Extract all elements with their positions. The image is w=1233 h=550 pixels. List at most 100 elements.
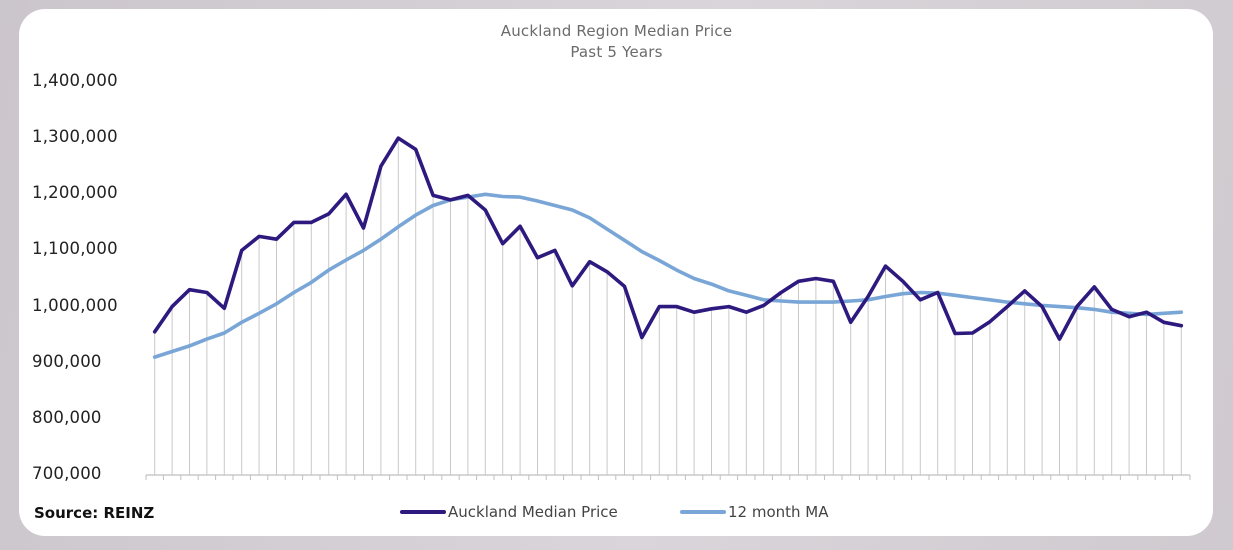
median-price-point bbox=[1093, 285, 1096, 288]
median-price-point bbox=[484, 209, 487, 212]
ma-point bbox=[884, 295, 887, 298]
ma-point bbox=[484, 193, 487, 196]
median-price-point bbox=[153, 330, 156, 333]
median-price-point bbox=[1128, 315, 1131, 318]
legend-item-median: Auckland Median Price bbox=[400, 503, 618, 521]
median-price-point bbox=[292, 221, 295, 224]
median-price-point bbox=[936, 291, 939, 294]
ma-point bbox=[205, 338, 208, 341]
y-tick-label: 1,200,000 bbox=[32, 183, 118, 203]
median-price-point bbox=[867, 295, 870, 298]
median-price-point bbox=[1145, 311, 1148, 314]
ma-point bbox=[1023, 302, 1026, 305]
median-price-point bbox=[1180, 324, 1183, 327]
ma-point bbox=[971, 296, 974, 299]
median-price-point bbox=[258, 235, 261, 238]
ma-point bbox=[693, 277, 696, 280]
median-price-point bbox=[588, 260, 591, 263]
ma-point bbox=[414, 214, 417, 217]
ma-point bbox=[397, 225, 400, 228]
y-tick-label: 1,300,000 bbox=[32, 127, 118, 147]
median-price-point bbox=[240, 249, 243, 252]
median-price-point bbox=[536, 256, 539, 259]
median-price-point bbox=[849, 321, 852, 324]
ma-point bbox=[536, 200, 539, 203]
median-price-point bbox=[1041, 305, 1044, 308]
median-price-point bbox=[1162, 321, 1165, 324]
median-price-point bbox=[379, 165, 382, 168]
median-price-point bbox=[727, 305, 730, 308]
ma-point bbox=[954, 294, 957, 297]
median-price-point bbox=[901, 280, 904, 283]
ma-point bbox=[832, 301, 835, 304]
ma-point bbox=[153, 356, 156, 359]
ma-point bbox=[919, 291, 922, 294]
series-line-12-month-ma bbox=[152, 192, 1184, 359]
legend-swatch-median bbox=[400, 510, 446, 514]
ma-point bbox=[188, 344, 191, 347]
median-price-point bbox=[327, 212, 330, 215]
median-price-point bbox=[606, 270, 609, 273]
legend-swatch-ma bbox=[680, 510, 726, 514]
ma-point bbox=[1058, 305, 1061, 308]
ma-point bbox=[727, 289, 730, 292]
ma-point bbox=[310, 281, 313, 284]
ma-point bbox=[1162, 312, 1165, 315]
ma-point bbox=[379, 238, 382, 241]
median-price-point bbox=[432, 194, 435, 197]
ma-point bbox=[519, 196, 522, 199]
ma-point bbox=[606, 228, 609, 231]
median-price-point bbox=[171, 305, 174, 308]
ma-point bbox=[797, 301, 800, 304]
median-price-point bbox=[188, 288, 191, 291]
median-price-point bbox=[675, 305, 678, 308]
ma-point bbox=[658, 259, 661, 262]
ma-point bbox=[1006, 301, 1009, 304]
ma-point bbox=[240, 321, 243, 324]
ma-point bbox=[901, 292, 904, 295]
ma-point bbox=[814, 301, 817, 304]
median-price-point bbox=[553, 249, 556, 252]
ma-point bbox=[432, 204, 435, 207]
median-price-point bbox=[449, 198, 452, 201]
median-price-point bbox=[223, 307, 226, 310]
ma-point bbox=[745, 294, 748, 297]
source-note: Source: REINZ bbox=[34, 504, 155, 522]
median-price-point bbox=[919, 298, 922, 301]
ma-point bbox=[588, 216, 591, 219]
median-price-point bbox=[640, 336, 643, 339]
legend-label-median: Auckland Median Price bbox=[448, 503, 618, 521]
median-price-point bbox=[1110, 308, 1113, 311]
median-price-point bbox=[362, 226, 365, 229]
median-price-point bbox=[1006, 305, 1009, 308]
ma-point bbox=[710, 283, 713, 286]
median-price-point bbox=[954, 332, 957, 335]
median-price-point bbox=[710, 307, 713, 310]
median-price-point bbox=[814, 277, 817, 280]
median-price-point bbox=[519, 225, 522, 228]
median-price-point bbox=[501, 242, 504, 245]
y-tick-label: 700,000 bbox=[32, 464, 102, 483]
median-price-point bbox=[971, 331, 974, 334]
legend-label-ma: 12 month MA bbox=[728, 503, 829, 521]
legend-item-ma: 12 month MA bbox=[680, 503, 829, 521]
chart-title: Auckland Region Median Price bbox=[500, 22, 733, 40]
y-tick-label: 800,000 bbox=[32, 407, 102, 427]
median-price-point bbox=[745, 311, 748, 314]
median-price-point bbox=[623, 285, 626, 288]
ma-point bbox=[623, 239, 626, 242]
ma-point bbox=[362, 249, 365, 252]
y-tick-label: 900,000 bbox=[32, 351, 102, 371]
y-tick-label: 1,100,000 bbox=[32, 239, 118, 259]
median-price-point bbox=[658, 305, 661, 308]
median-price-point bbox=[988, 320, 991, 323]
median-price-point bbox=[797, 280, 800, 283]
ma-point bbox=[849, 299, 852, 302]
median-price-point bbox=[397, 137, 400, 140]
ma-point bbox=[292, 291, 295, 294]
ma-point bbox=[327, 269, 330, 272]
median-price-point bbox=[414, 148, 417, 151]
median-price-point bbox=[780, 291, 783, 294]
median-price-point bbox=[1023, 289, 1026, 292]
